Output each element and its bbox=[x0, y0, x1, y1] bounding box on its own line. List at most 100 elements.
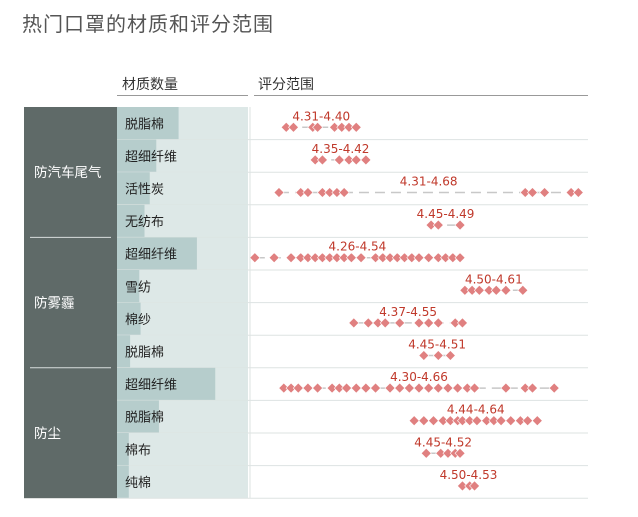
score-point bbox=[527, 187, 538, 198]
count-bar bbox=[117, 400, 159, 433]
score-point bbox=[500, 382, 512, 394]
score-point bbox=[333, 382, 345, 394]
score-point bbox=[343, 121, 355, 133]
range-label: 4.45-4.52 bbox=[414, 435, 472, 449]
material-label: 无纺布 bbox=[125, 215, 164, 230]
score-point bbox=[345, 252, 357, 264]
count-bar bbox=[117, 367, 216, 401]
count-bar bbox=[117, 139, 157, 173]
score-point bbox=[440, 252, 451, 264]
score-point bbox=[288, 121, 299, 133]
score-point bbox=[432, 350, 444, 361]
score-point bbox=[406, 252, 418, 264]
material-label: 超细纤维 bbox=[125, 248, 177, 263]
score-point bbox=[338, 187, 350, 198]
range-label: 4.35-4.42 bbox=[312, 142, 370, 156]
material-label: 脱脂棉 bbox=[125, 411, 164, 426]
score-point bbox=[278, 382, 290, 394]
score-point bbox=[500, 284, 512, 296]
score-point bbox=[454, 447, 466, 459]
score-point bbox=[420, 447, 432, 459]
material-label: 超细纤维 bbox=[125, 378, 177, 393]
score-point bbox=[572, 187, 584, 198]
score-point bbox=[338, 252, 350, 264]
count-bar-bg bbox=[117, 335, 248, 368]
range-label: 4.30-4.66 bbox=[390, 370, 448, 384]
range-label: 4.45-4.51 bbox=[408, 338, 466, 352]
score-point bbox=[423, 317, 435, 329]
score-point bbox=[437, 415, 449, 427]
range-label: 4.26-4.54 bbox=[329, 240, 387, 254]
score-point bbox=[302, 187, 314, 198]
score-point bbox=[457, 415, 468, 427]
score-point bbox=[285, 382, 297, 394]
score-point bbox=[418, 350, 430, 361]
score-point bbox=[372, 317, 384, 329]
score-point bbox=[432, 252, 444, 264]
score-point bbox=[435, 447, 447, 459]
score-point bbox=[505, 415, 517, 427]
score-point bbox=[548, 382, 560, 394]
score-point bbox=[336, 121, 348, 133]
score-point bbox=[466, 284, 478, 296]
score-point bbox=[464, 415, 476, 427]
score-point bbox=[370, 252, 381, 264]
score-point bbox=[302, 382, 314, 394]
score-point bbox=[447, 252, 459, 264]
score-point bbox=[309, 252, 321, 264]
score-point bbox=[302, 252, 314, 264]
score-point bbox=[519, 382, 531, 394]
material-label: 棉布 bbox=[125, 443, 151, 458]
material-label: 棉纱 bbox=[125, 313, 151, 328]
score-point bbox=[399, 252, 410, 264]
score-point bbox=[394, 382, 406, 394]
count-bar bbox=[117, 172, 150, 205]
score-point bbox=[362, 317, 374, 329]
score-point bbox=[432, 219, 444, 231]
score-point bbox=[442, 382, 454, 394]
score-point bbox=[517, 284, 529, 296]
material-label: 超细纤维 bbox=[125, 150, 177, 165]
score-point bbox=[268, 252, 280, 264]
score-point bbox=[432, 317, 444, 329]
score-point bbox=[442, 447, 454, 459]
score-point bbox=[379, 317, 391, 329]
score-point bbox=[292, 382, 304, 394]
score-point bbox=[280, 121, 292, 133]
material-label: 脱脂棉 bbox=[125, 346, 164, 361]
score-point bbox=[312, 382, 324, 394]
score-point bbox=[519, 187, 531, 198]
score-point bbox=[324, 252, 336, 264]
score-point bbox=[295, 187, 307, 198]
group-label: 防雾霾 bbox=[34, 296, 75, 312]
score-point bbox=[324, 187, 336, 198]
score-point bbox=[317, 154, 328, 166]
score-point bbox=[457, 317, 468, 329]
score-point bbox=[469, 382, 480, 394]
material-count-header: 材质数量 bbox=[122, 77, 178, 93]
score-point bbox=[333, 154, 345, 166]
score-point bbox=[360, 154, 372, 166]
score-point bbox=[527, 382, 538, 394]
score-point bbox=[391, 252, 403, 264]
score-point bbox=[469, 480, 480, 492]
material-count-header-rule bbox=[117, 95, 248, 96]
score-point bbox=[285, 252, 297, 264]
range-label: 4.31-4.40 bbox=[292, 109, 350, 123]
count-bar bbox=[117, 302, 141, 336]
score-point bbox=[394, 317, 406, 329]
score-point bbox=[355, 252, 367, 264]
score-point bbox=[449, 317, 461, 329]
score-point bbox=[348, 317, 360, 329]
score-point bbox=[565, 187, 577, 198]
score-point bbox=[459, 284, 471, 296]
score-point bbox=[452, 382, 464, 394]
score-point bbox=[539, 187, 550, 198]
score-point bbox=[295, 252, 307, 264]
score-range-header: 评分范围 bbox=[258, 77, 314, 93]
range-label: 4.44-4.64 bbox=[447, 403, 505, 417]
score-point bbox=[384, 252, 396, 264]
score-point bbox=[454, 219, 466, 231]
score-point bbox=[413, 317, 425, 329]
score-point bbox=[483, 284, 495, 296]
